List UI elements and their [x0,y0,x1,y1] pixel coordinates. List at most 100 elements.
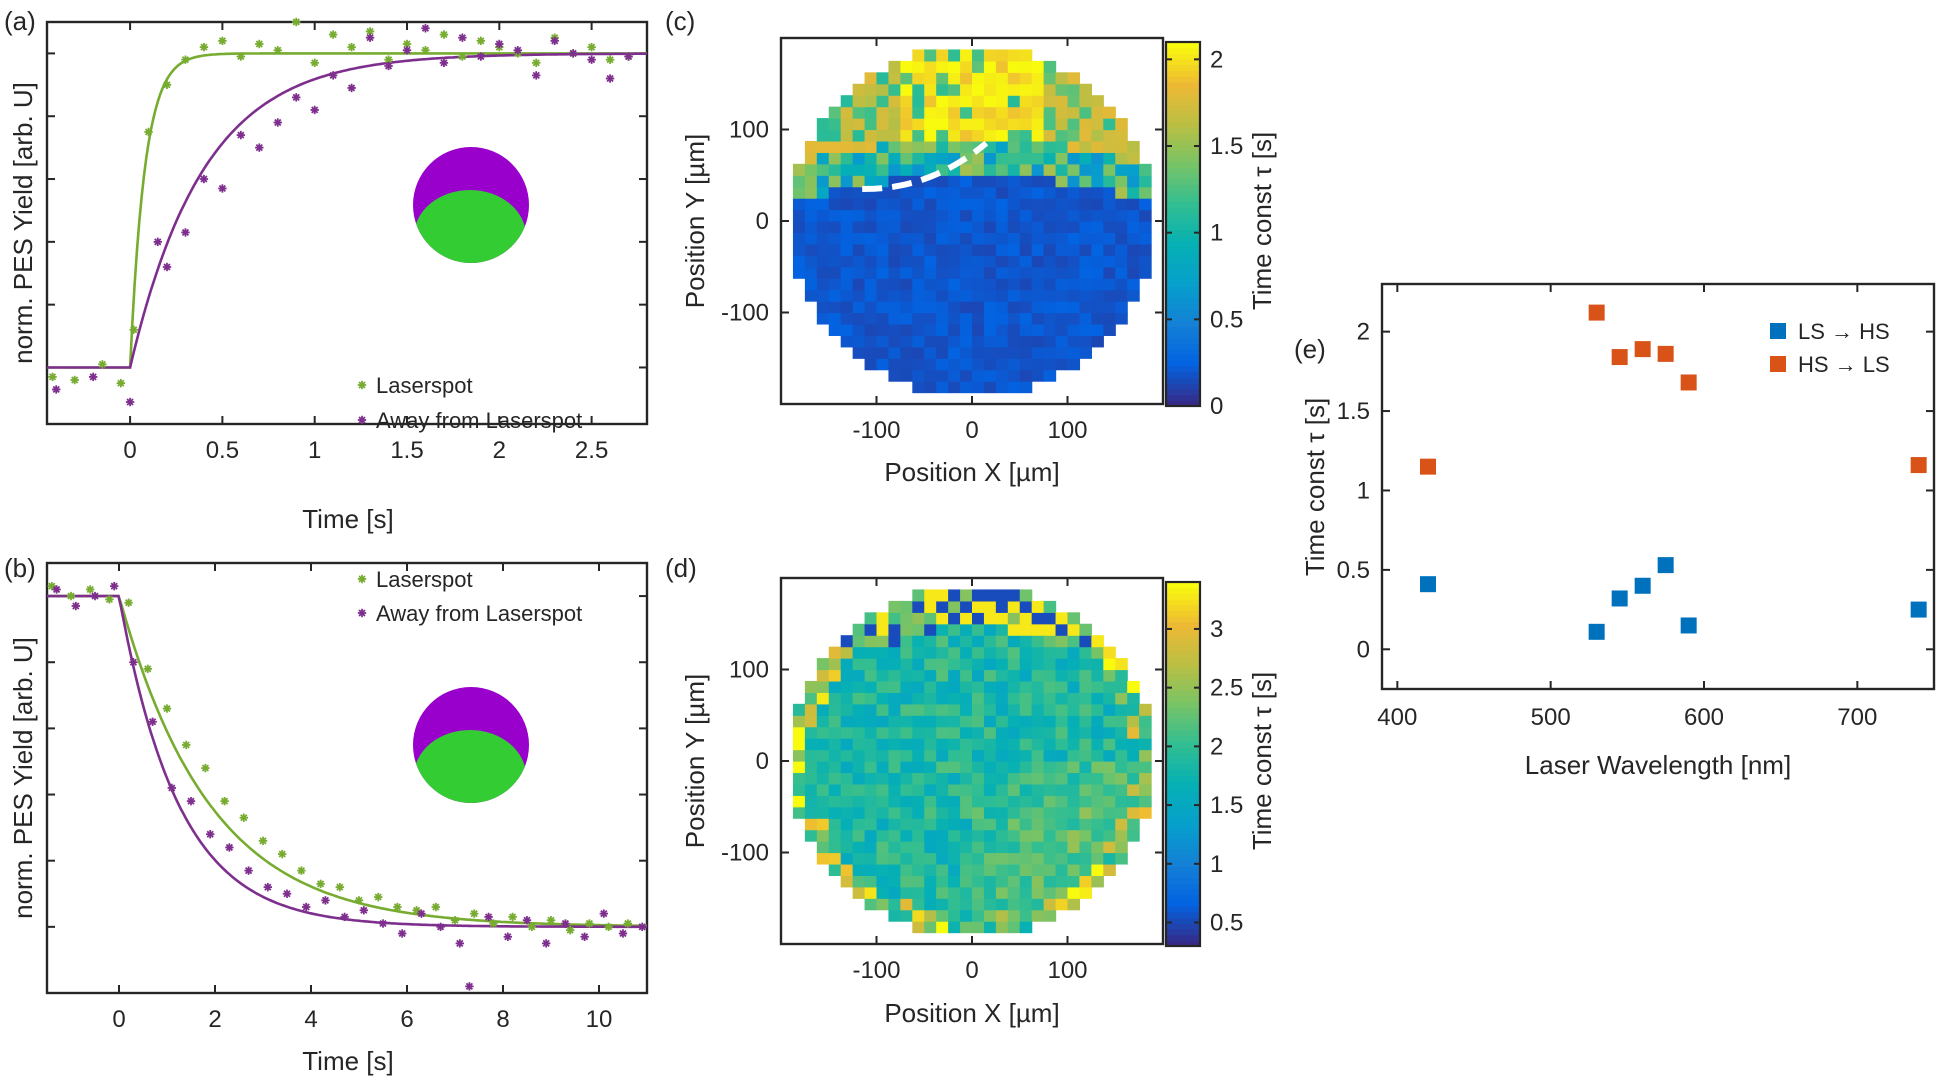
panel-a-point-s1 [273,118,282,127]
heat-cell [840,772,854,785]
heat-cell [995,612,1009,625]
heat-cell [924,221,937,234]
heat-cell [972,83,985,96]
heat-cell [804,289,818,302]
panel-e-point-s1 [1680,374,1697,391]
heat-cell [1043,738,1057,751]
heat-cell [900,335,913,348]
panel-e-point-s1 [1420,458,1436,475]
heat-cell [804,163,818,176]
heat-cell [960,175,973,188]
heat-cell [840,118,854,131]
heat-cell [1043,680,1057,693]
heat-cell [1091,669,1104,682]
heat-cell [1091,232,1104,245]
heat-cell [900,795,913,808]
heat-cell [864,243,878,256]
heat-cell [924,852,937,865]
heat-cell [1139,806,1152,819]
heat-cell [948,335,961,348]
heat-cell [1019,198,1033,211]
heat-cell [1079,335,1092,348]
colorbar-segment [1166,843,1200,850]
heat-cell [888,761,901,774]
heat-cell [864,680,878,693]
heat-cell [936,232,949,245]
heat-cell [960,266,973,279]
heat-cell [1067,898,1081,911]
legend-asterisk [357,574,367,584]
panel-c-xlabel: Position X [µm] [884,457,1059,487]
heat-cell [995,129,1009,142]
heat-cell [900,198,913,211]
panel-e-point-s1 [1611,349,1628,366]
heat-cell [948,818,961,831]
heat-cell [876,818,890,831]
heat-cell [1103,255,1116,268]
colorbar-segment [1166,93,1200,100]
heat-cell [924,829,937,842]
heat-cell [1103,726,1116,739]
heat-cell [1103,209,1116,222]
panel-b-point-s1 [398,929,407,938]
heat-cell [924,749,937,762]
heat-cell [1019,209,1033,222]
heat-cell [1019,715,1033,728]
heat-cell [828,738,842,751]
panel-e-point-s1 [1910,457,1927,474]
heat-cell [816,829,830,842]
heat-cell [852,680,866,693]
heat-cell [864,623,878,636]
heat-cell [948,635,961,648]
heat-cell [876,692,890,705]
heat-cell [972,863,985,876]
heat-cell [828,680,842,693]
heat-cell [960,118,973,131]
heat-cell [840,669,854,682]
heat-cell [828,198,842,211]
heat-cell [924,381,937,394]
heat-cell [960,749,973,762]
heat-cell [912,829,925,842]
panel-d-ytick-label: 100 [729,657,769,684]
heat-cell [960,669,973,682]
panel-a-fit-1 [47,52,647,369]
heat-cell [995,749,1009,762]
heat-cell [924,772,937,785]
heat-cell [792,163,806,176]
heat-cell [1019,129,1033,142]
heat-cell [912,232,925,245]
heat-cell [995,875,1009,888]
heat-cell [1091,875,1104,888]
heat-cell [995,783,1009,796]
heat-cell [864,129,878,142]
heat-cell [1055,140,1069,153]
heat-cell [828,795,842,808]
heat-cell [840,266,854,279]
heat-cell [1007,589,1021,602]
colorbar-segment [1166,667,1200,674]
heat-cell [1031,198,1045,211]
heat-cell [1079,243,1092,256]
heat-cell [852,175,866,188]
heat-cell [995,289,1009,302]
heat-cell [1043,232,1057,245]
heat-cell [888,163,901,176]
heat-cell [1031,301,1045,314]
heat-cell [1031,863,1045,876]
heat-cell [1091,863,1104,876]
heat-cell [1139,761,1152,774]
heat-cell [900,209,913,222]
heat-cell [983,152,997,165]
heat-cell [1007,163,1021,176]
heat-cell [1079,772,1092,785]
heat-cell [1079,83,1092,96]
panel-a-point-s0 [273,46,282,55]
heat-cell [1091,635,1104,648]
heat-cell [876,140,890,153]
heat-cell [1007,749,1021,762]
heat-cell [948,589,961,602]
panel-b-point-s1 [436,922,445,932]
heat-cell [840,715,854,728]
heat-cell [1031,289,1045,302]
